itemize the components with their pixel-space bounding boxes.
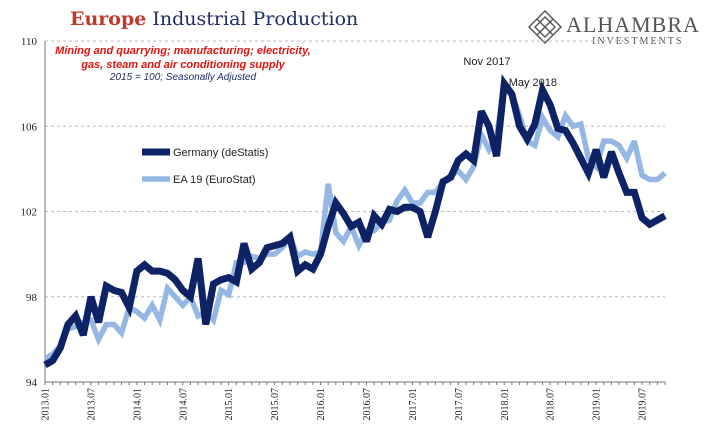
x-tick-label: 2018.07 bbox=[546, 388, 557, 421]
x-tick-label: 2019.07 bbox=[638, 388, 649, 421]
logo-tagline: INVESTMENTS bbox=[592, 36, 684, 47]
x-tick-label: 2013.07 bbox=[86, 388, 97, 421]
y-tick-label: 110 bbox=[21, 36, 38, 48]
y-tick-label: 98 bbox=[26, 292, 38, 304]
x-tick-label: 2013.01 bbox=[41, 388, 52, 421]
annotation-label: Nov 2017 bbox=[463, 56, 510, 68]
x-tick-label: 2015.07 bbox=[270, 388, 281, 421]
y-tick-label: 102 bbox=[21, 207, 38, 219]
legend-label: EA 19 (EuroStat) bbox=[173, 174, 256, 186]
chart-subtitle-line2: gas, steam and air conditioning supply bbox=[81, 59, 285, 71]
x-tick-label: 2014.01 bbox=[132, 388, 143, 421]
diamond-lattice-icon bbox=[528, 10, 562, 44]
legend-label: Germany (deStatis) bbox=[173, 147, 268, 159]
x-tick-label: 2014.07 bbox=[178, 388, 189, 421]
chart-subtitle-note: 2015 = 100; Seasonally Adjusted bbox=[109, 72, 257, 83]
y-tick-label: 106 bbox=[21, 121, 38, 133]
annotation-label: May 2018 bbox=[509, 77, 557, 89]
chart-title-rest: Industrial Production bbox=[152, 8, 359, 30]
series-line-germany bbox=[43, 74, 667, 369]
x-tick-label: 2018.01 bbox=[500, 388, 511, 421]
x-tick-label: 2016.01 bbox=[316, 388, 327, 421]
x-tick-label: 2019.01 bbox=[592, 388, 603, 421]
chart-subtitle-line1: Mining and quarrying; manufacturing; ele… bbox=[55, 45, 311, 57]
x-tick-label: 2017.07 bbox=[454, 388, 465, 421]
x-tick-label: 2017.01 bbox=[408, 388, 419, 421]
chart-title-brand: Europe bbox=[70, 8, 147, 30]
x-tick-label: 2016.07 bbox=[362, 388, 373, 421]
y-tick-label: 94 bbox=[26, 377, 38, 389]
x-tick-label: 2015.01 bbox=[224, 388, 235, 421]
chart-title: Europe Industrial Production bbox=[70, 8, 358, 30]
logo-name: ALHAMBRA bbox=[566, 12, 700, 37]
